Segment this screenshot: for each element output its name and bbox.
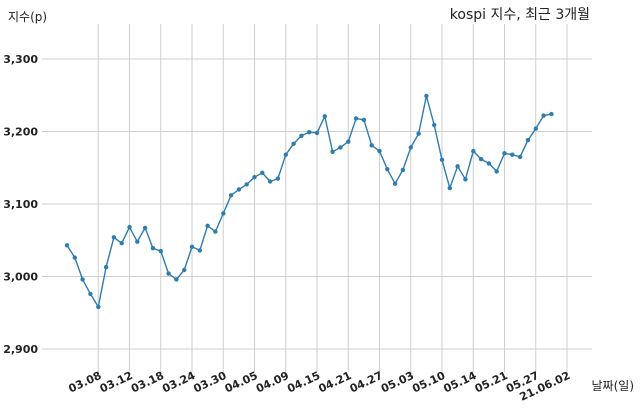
- data-point: [432, 122, 437, 128]
- data-point: [111, 235, 117, 240]
- data-point: [150, 246, 156, 251]
- data-point: [392, 181, 398, 186]
- x-tick-label: 03.30: [191, 369, 228, 396]
- data-point: [244, 182, 249, 187]
- data-point: [80, 277, 85, 282]
- x-tick-label: 05.21: [473, 369, 510, 395]
- data-point: [322, 114, 327, 119]
- x-axis-label: 날짜(일): [592, 379, 634, 393]
- data-point: [330, 149, 335, 154]
- x-tick-label: 04.15: [285, 369, 322, 395]
- data-point: [478, 156, 484, 162]
- data-point: [517, 154, 523, 160]
- y-tick-label: 3,100: [3, 198, 38, 211]
- x-tick-label: 05.03: [379, 369, 416, 395]
- data-point: [213, 229, 218, 234]
- data-point: [189, 244, 195, 249]
- vertical-gridlines: [97, 24, 568, 372]
- data-point: [424, 93, 429, 99]
- x-tick-label: 04.05: [223, 369, 260, 395]
- data-point: [416, 131, 421, 136]
- data-point: [502, 151, 507, 156]
- data-point: [291, 141, 296, 146]
- data-point: [64, 243, 70, 248]
- x-tick-label: 03.18: [129, 369, 166, 395]
- data-point: [455, 164, 460, 169]
- data-point: [72, 255, 78, 260]
- data-point: [463, 177, 468, 182]
- data-point: [400, 167, 406, 173]
- y-axis-label: 지수(p): [8, 10, 47, 24]
- data-point: [103, 264, 109, 270]
- x-tick-label: 05.14: [441, 369, 478, 396]
- data-point: [252, 175, 257, 180]
- y-tick-label: 3,000: [3, 271, 38, 284]
- data-point: [361, 117, 367, 123]
- data-point: [88, 291, 93, 297]
- data-point: [275, 176, 281, 181]
- data-point: [338, 145, 343, 150]
- data-point: [228, 193, 234, 198]
- data-point: [158, 248, 163, 254]
- x-tick-label: 03.12: [98, 369, 135, 395]
- data-point: [549, 111, 554, 117]
- y-tick-labels: 2,900 3,000 3,100 3,200 3,300: [3, 53, 38, 356]
- data-point: [142, 225, 148, 231]
- x-tick-labels: 03.0803.1203.1803.2403.3004.0504.0904.15…: [66, 369, 572, 404]
- data-point: [385, 167, 390, 172]
- data-point: [236, 187, 242, 192]
- x-tick-label: 03.08: [66, 369, 103, 395]
- data-point: [205, 223, 210, 228]
- y-tick-label: 2,900: [3, 343, 38, 356]
- data-point: [408, 145, 413, 150]
- data-point: [346, 139, 351, 144]
- data-point: [533, 126, 538, 131]
- chart-title: kospi 지수, 최근 3개월: [450, 7, 590, 23]
- data-point: [283, 152, 288, 157]
- data-point: [119, 241, 124, 246]
- x-tick-label: 03.24: [160, 369, 197, 396]
- data-point: [377, 148, 382, 154]
- data-point: [135, 239, 140, 244]
- data-point: [439, 157, 445, 162]
- data-point: [174, 277, 179, 282]
- x-tick-label: 04.21: [316, 369, 353, 395]
- x-tick-label: 04.09: [254, 369, 291, 395]
- data-point: [525, 138, 531, 143]
- data-point: [510, 152, 515, 157]
- data-point: [307, 130, 312, 135]
- data-point: [260, 170, 265, 175]
- y-tick-label: 3,200: [3, 126, 38, 139]
- x-tick-label: 05.10: [410, 369, 447, 396]
- data-point: [127, 225, 132, 230]
- data-point: [182, 267, 187, 273]
- data-point: [299, 133, 304, 138]
- data-point: [267, 179, 273, 184]
- data-point: [369, 143, 374, 148]
- data-point: [197, 248, 202, 253]
- x-tick-label: 04.27: [348, 369, 385, 395]
- series-group: [64, 93, 554, 310]
- data-point: [96, 304, 101, 310]
- data-point: [541, 113, 546, 118]
- series-line: [66, 95, 552, 308]
- data-point: [221, 211, 226, 216]
- y-tick-label: 3,300: [3, 53, 38, 66]
- data-point: [314, 130, 320, 136]
- data-point: [353, 116, 359, 121]
- data-point: [166, 271, 171, 276]
- data-point: [494, 169, 499, 174]
- data-point: [486, 161, 492, 166]
- data-point: [471, 148, 476, 154]
- data-point: [447, 185, 452, 191]
